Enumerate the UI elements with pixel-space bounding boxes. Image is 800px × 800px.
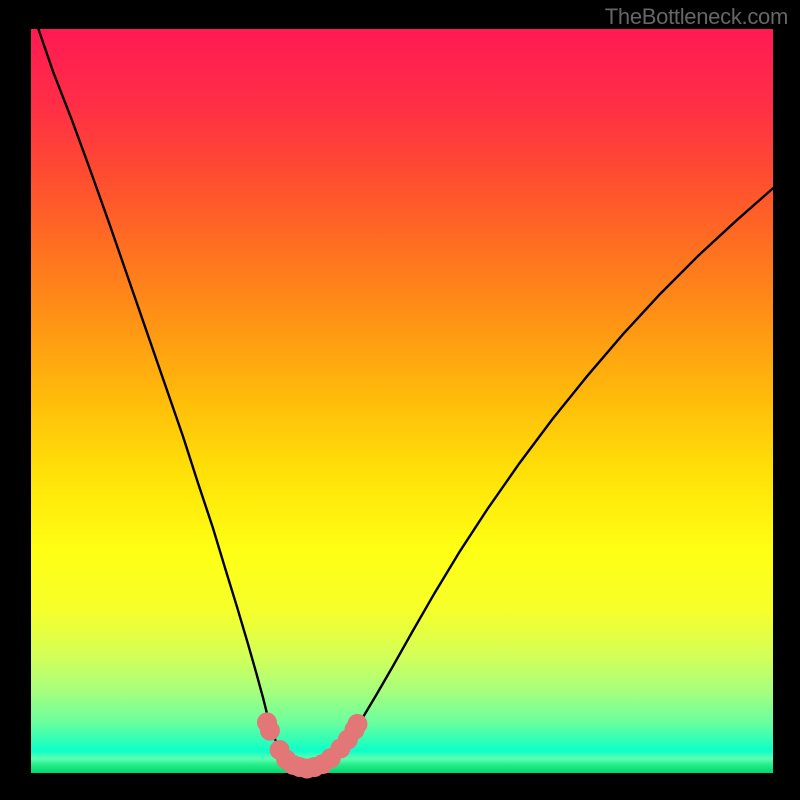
plot-background (31, 29, 773, 773)
marker-dot (347, 714, 367, 734)
marker-dot (260, 721, 280, 741)
watermark-text: TheBottleneck.com (605, 4, 788, 30)
chart-svg (0, 0, 800, 800)
bottleneck-chart: TheBottleneck.com (0, 0, 800, 800)
